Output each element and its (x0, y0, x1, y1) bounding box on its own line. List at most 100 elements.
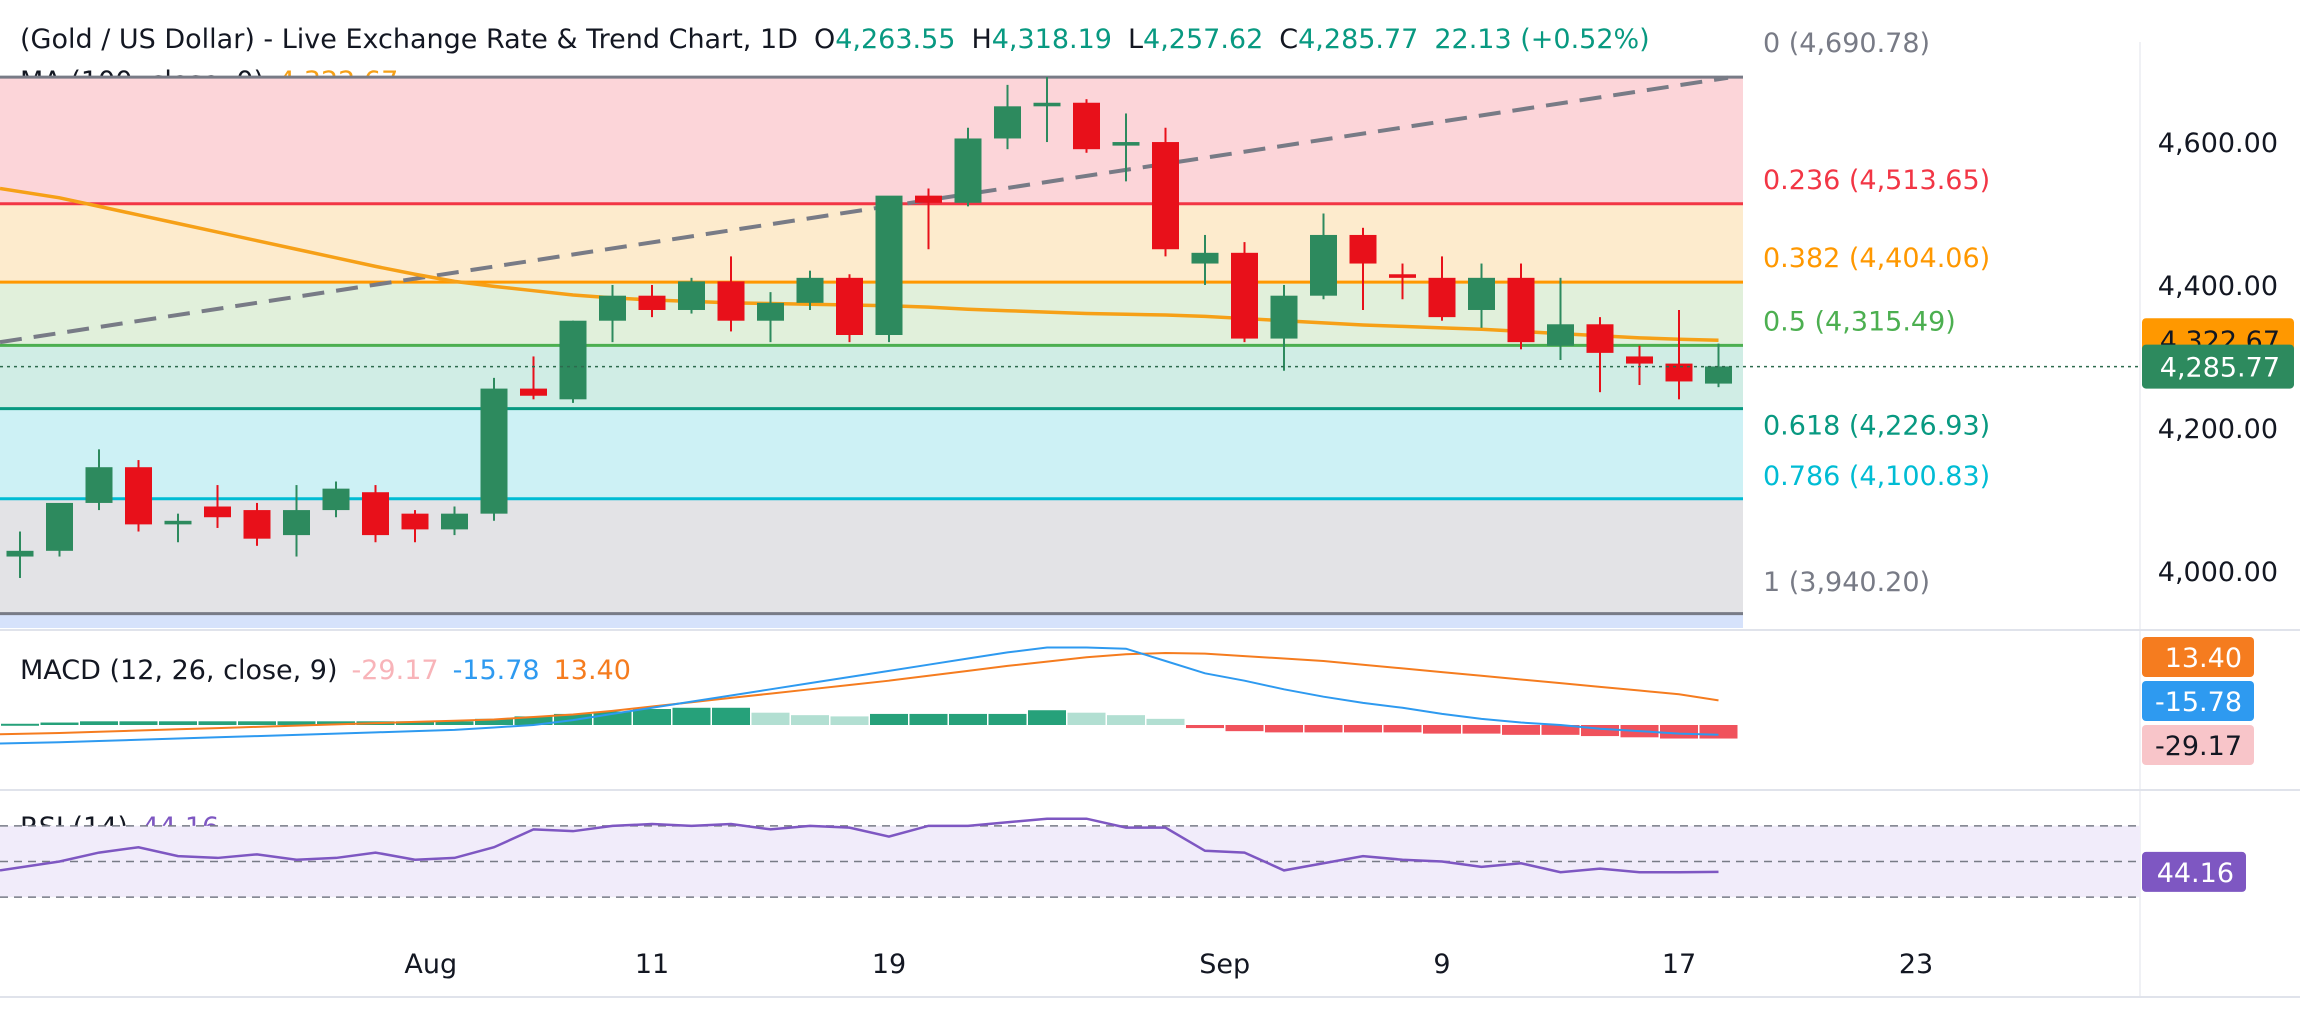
change-value: 22.13 (+0.52%) (1434, 24, 1650, 55)
candle (362, 485, 389, 543)
fib-label-0: 0 (4,690.78) (1763, 28, 1930, 59)
last-price-label: 4,285.77 (2160, 353, 2280, 384)
candle (1310, 213, 1337, 300)
fib-label-0.5: 0.5 (4,315.49) (1763, 306, 1956, 337)
macd-histogram-bar (712, 707, 750, 725)
candle (717, 256, 745, 332)
candle (243, 502, 271, 546)
candle-body (1665, 363, 1693, 382)
candle-body (1112, 142, 1140, 146)
macd-histogram-bar (1541, 725, 1580, 735)
candle (1152, 127, 1179, 257)
rsi-value-badge (2142, 851, 2246, 892)
close-value: 4,285.77 (1298, 24, 1419, 55)
fib-band-below (0, 613, 1743, 628)
x-tick-label: Aug (404, 949, 457, 980)
macd-histogram-bar (1502, 725, 1540, 735)
candle-body (1626, 356, 1653, 364)
macd-value-badge (2142, 725, 2254, 765)
fib-label-0.786: 0.786 (4,100.83) (1763, 461, 1990, 492)
candle-body (599, 295, 626, 321)
candle (559, 320, 587, 403)
candle-body (480, 388, 508, 514)
macd-line (0, 646, 1719, 745)
candle-body (994, 106, 1021, 139)
high-value: 4,318.19 (991, 24, 1112, 55)
macd-histogram-bar (514, 716, 553, 725)
candle (322, 481, 350, 518)
candle (1270, 284, 1298, 371)
macd-histogram-bar (1383, 725, 1422, 733)
macd-histogram-bar (1107, 715, 1145, 725)
candle-body (1152, 142, 1179, 250)
low-label: L (1127, 24, 1144, 55)
macd-histogram-bar (277, 721, 316, 725)
candle-body (915, 195, 942, 203)
macd-histogram-bar (475, 718, 513, 725)
x-tick-label: 23 (1899, 949, 1933, 980)
macd-histogram-bar (396, 721, 434, 725)
candle-body (638, 295, 666, 310)
candle (1231, 242, 1258, 343)
fib-label-0.382: 0.382 (4,404.06) (1763, 243, 1990, 274)
candle (204, 485, 231, 528)
candle (757, 292, 784, 343)
candle-body (125, 467, 152, 525)
candle-body (401, 513, 429, 530)
macd-legend-signal: 13.40 (553, 655, 631, 686)
last-price-badge (2142, 344, 2294, 389)
macd-value-label: 13.40 (2165, 643, 2242, 674)
candle-body (1270, 295, 1298, 339)
macd-histogram-bar (1028, 710, 1066, 725)
candle (480, 377, 508, 521)
candle (1507, 263, 1535, 350)
candle-body (243, 510, 271, 539)
candle (1428, 256, 1456, 321)
fib-band-0 (0, 77, 1743, 204)
macd-histogram-bar (672, 707, 711, 725)
macd-histogram-bar (198, 721, 237, 725)
macd-histogram-bar (1186, 725, 1224, 729)
moving-average-line (0, 186, 1719, 342)
candle-body (164, 520, 192, 525)
candle-body (875, 195, 903, 335)
candle-body (757, 302, 784, 321)
fib-band-4 (0, 408, 1743, 499)
x-tick-label: Sep (1199, 949, 1250, 980)
candle (836, 274, 863, 343)
candle (164, 513, 192, 543)
candle (1468, 263, 1495, 328)
candle (1073, 99, 1100, 153)
macd-histogram-bar (870, 713, 908, 725)
candle (441, 506, 468, 536)
candle-body (836, 277, 863, 335)
candle-body (441, 513, 468, 530)
macd-histogram-bar (1660, 725, 1698, 739)
macd-histogram-bar (159, 721, 197, 725)
macd-histogram-bar (238, 721, 276, 725)
macd-histogram-bar (751, 712, 790, 725)
fib-label-1: 1 (3,940.20) (1763, 567, 1930, 598)
macd-signal-line (0, 651, 1719, 736)
x-tick-label: 17 (1662, 949, 1696, 980)
candle-body (796, 277, 824, 303)
candle-body (1349, 234, 1377, 264)
fib-label-0.618: 0.618 (4,226.93) (1763, 411, 1990, 442)
candle (678, 277, 705, 314)
candle-body (362, 492, 389, 536)
macd-histogram-bar (1423, 725, 1461, 734)
candle (1191, 234, 1219, 285)
macd-histogram-bar (1146, 718, 1185, 725)
fib-band-3 (0, 345, 1743, 409)
candle (520, 356, 547, 400)
macd-value-label: -29.17 (2155, 731, 2242, 762)
candle-body (46, 502, 73, 551)
macd-histogram-bar (40, 722, 79, 725)
macd-histogram-bar (791, 715, 829, 725)
candle (1705, 343, 1732, 388)
candle (994, 84, 1021, 150)
candle-body (1073, 102, 1100, 150)
fib-band-1 (0, 203, 1743, 283)
candle (599, 284, 626, 343)
